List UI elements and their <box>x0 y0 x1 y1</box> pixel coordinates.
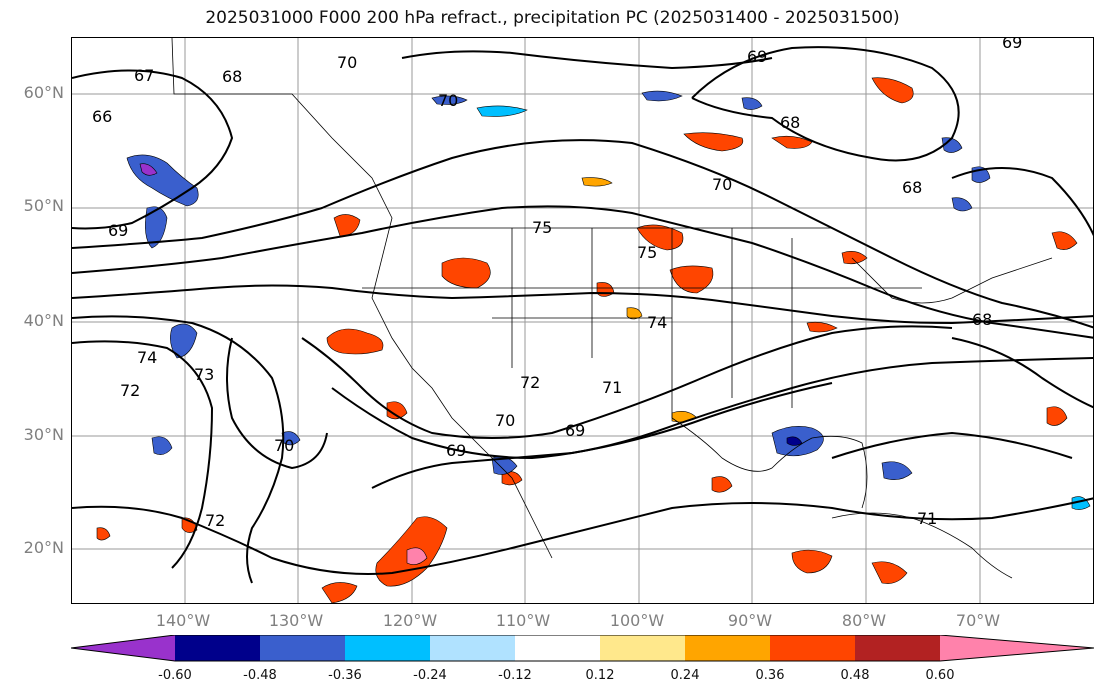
colorbar-tick: 0.60 <box>925 668 955 683</box>
contour-label: 69 <box>446 441 466 460</box>
colorbar-segment-6 <box>600 635 685 661</box>
contour-labels: 67 66 68 70 70 69 69 68 70 68 69 75 75 7… <box>92 38 1022 530</box>
colorbar-tick: 0.12 <box>585 668 615 683</box>
contour-label: 73 <box>194 365 214 384</box>
contour-label: 71 <box>917 509 937 528</box>
lon-label-70w: 70°W <box>955 611 1001 630</box>
colorbar-segment-4 <box>430 635 515 661</box>
colorbar-segment-8 <box>770 635 855 661</box>
contour-label: 69 <box>565 421 585 440</box>
colorbar-segment-3 <box>345 635 430 661</box>
lon-label-110w: 110°W <box>495 611 551 630</box>
map-panel: 67 66 68 70 70 69 69 68 70 68 69 75 75 7… <box>71 37 1094 604</box>
contour-label: 67 <box>134 66 154 85</box>
contour-label: 74 <box>647 313 667 332</box>
lon-label-130w: 130°W <box>268 611 324 630</box>
colorbar-segment-7 <box>685 635 770 661</box>
colorbar-tick: -0.60 <box>158 668 192 683</box>
lat-label-50n: 50°N <box>23 196 64 215</box>
contour-label: 69 <box>747 47 767 66</box>
colorbar-graphic <box>70 634 1095 662</box>
colorbar-tick: -0.24 <box>413 668 447 683</box>
contour-label: 68 <box>972 310 992 329</box>
contour-label: 71 <box>602 378 622 397</box>
precip-negative-areas <box>126 90 1091 510</box>
contour-label: 75 <box>637 243 657 262</box>
contour-label: 70 <box>274 436 294 455</box>
colorbar-segment-10 <box>940 635 1094 661</box>
colorbar-tick: 0.48 <box>840 668 870 683</box>
contour-label: 69 <box>108 221 128 240</box>
contour-label: 68 <box>902 178 922 197</box>
colorbar-segment-1 <box>175 635 260 661</box>
map-title: 2025031000 F000 200 hPa refract., precip… <box>205 8 900 28</box>
colorbar-tick: 0.24 <box>670 668 700 683</box>
colorbar <box>70 634 1095 669</box>
contour-label: 70 <box>495 411 515 430</box>
contour-label: 70 <box>712 175 732 194</box>
lon-label-100w: 100°W <box>609 611 665 630</box>
colorbar-tick: 0.36 <box>755 668 785 683</box>
lon-label-120w: 120°W <box>382 611 438 630</box>
contour-label: 75 <box>532 218 552 237</box>
contour-label: 68 <box>222 67 242 86</box>
coastlines-borders <box>171 38 1053 579</box>
colorbar-segment-0 <box>71 635 175 661</box>
lat-label-30n: 30°N <box>23 425 64 444</box>
lat-label-60n: 60°N <box>23 83 64 102</box>
colorbar-segment-9 <box>855 635 940 661</box>
colorbar-segment-2 <box>260 635 345 661</box>
contour-label: 72 <box>520 373 540 392</box>
contour-label: 70 <box>438 91 458 110</box>
contour-label: 74 <box>137 348 157 367</box>
contour-label: 70 <box>337 53 357 72</box>
refractivity-contours <box>72 46 1093 584</box>
colorbar-tick: -0.48 <box>243 668 277 683</box>
lon-label-140w: 140°W <box>155 611 211 630</box>
colorbar-tick: -0.12 <box>498 668 532 683</box>
lon-label-80w: 80°W <box>841 611 887 630</box>
lat-label-40n: 40°N <box>23 311 64 330</box>
colorbar-tick: -0.36 <box>328 668 362 683</box>
lat-label-20n: 20°N <box>23 538 64 557</box>
map-canvas: 67 66 68 70 70 69 69 68 70 68 69 75 75 7… <box>72 38 1093 603</box>
contour-label: 69 <box>1002 38 1022 52</box>
contour-label: 72 <box>120 381 140 400</box>
colorbar-segment-5 <box>515 635 600 661</box>
lon-label-90w: 90°W <box>727 611 773 630</box>
contour-label: 72 <box>205 511 225 530</box>
precip-positive-areas <box>96 77 1078 603</box>
contour-label: 66 <box>92 107 112 126</box>
contour-label: 68 <box>780 113 800 132</box>
